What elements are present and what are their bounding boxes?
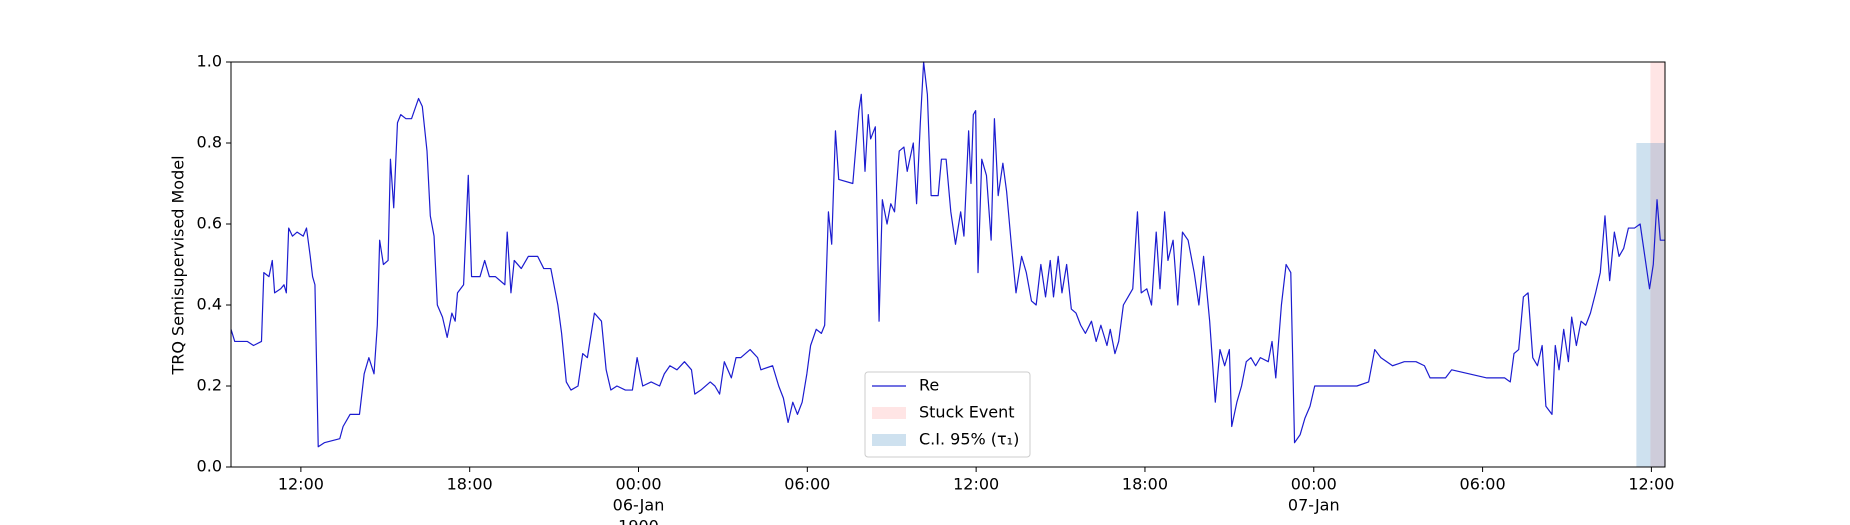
x-tick-label: 12:00 bbox=[278, 475, 324, 494]
y-tick-label: 0.4 bbox=[197, 295, 222, 314]
x-tick-label: 06-Jan bbox=[613, 496, 665, 515]
x-tick-label: 00:00 bbox=[615, 475, 661, 494]
x-tick-label: 1900 bbox=[618, 517, 659, 525]
shaded-span bbox=[1650, 62, 1665, 467]
plot-frame bbox=[230, 61, 1666, 468]
y-tick-label: 0.2 bbox=[197, 376, 222, 395]
legend-swatch bbox=[872, 407, 906, 419]
x-tick-label: 00:00 bbox=[1291, 475, 1337, 494]
y-axis-label: TRQ Semisupervised Model bbox=[169, 155, 188, 375]
x-tick-label: 06:00 bbox=[784, 475, 830, 494]
y-tick-label: 0.6 bbox=[197, 214, 222, 233]
x-tick-label: 06:00 bbox=[1460, 475, 1506, 494]
x-tick-label: 12:00 bbox=[953, 475, 999, 494]
x-tick-label: 18:00 bbox=[447, 475, 493, 494]
shaded-span bbox=[1636, 143, 1665, 467]
x-tick-label: 18:00 bbox=[1122, 475, 1168, 494]
legend-box bbox=[864, 371, 1031, 458]
legend-label: Re bbox=[919, 376, 939, 395]
data-line bbox=[230, 61, 1665, 448]
x-tick-label: 12:00 bbox=[1628, 475, 1674, 494]
y-tick-label: 1.0 bbox=[197, 52, 222, 71]
legend-swatch bbox=[872, 434, 906, 446]
y-tick-label: 0.8 bbox=[197, 133, 222, 152]
legend-label: C.I. 95% (τ₁) bbox=[919, 430, 1019, 449]
y-tick-label: 0.0 bbox=[197, 457, 222, 476]
legend-label: Stuck Event bbox=[919, 403, 1015, 422]
x-tick-label: 07-Jan bbox=[1288, 496, 1340, 515]
